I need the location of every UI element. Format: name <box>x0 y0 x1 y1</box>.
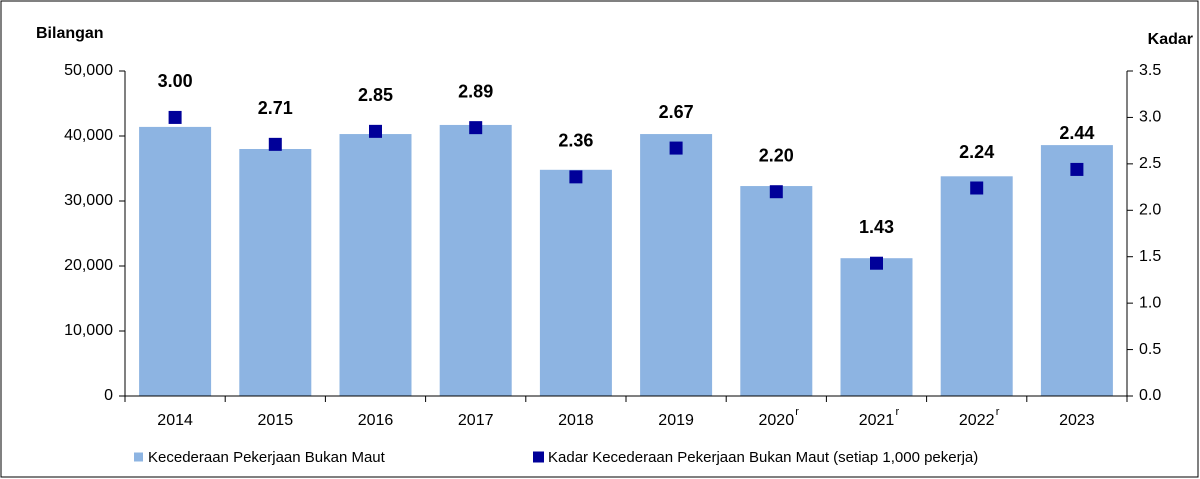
bar <box>239 149 312 396</box>
y2-tick-label: 3.5 <box>1139 62 1161 79</box>
x-tick-label: 2015 <box>258 412 294 429</box>
marker <box>870 256 883 270</box>
bar <box>139 126 212 397</box>
x-tick-label: 2019 <box>658 412 694 429</box>
x-tick-label: 2021 <box>859 412 895 429</box>
data-label: 2.71 <box>258 98 293 118</box>
y2-tick-label: 1.0 <box>1139 294 1161 311</box>
marker <box>168 110 182 124</box>
data-label: 2.24 <box>959 142 994 162</box>
y2-tick-label: 0.0 <box>1139 387 1161 404</box>
bar <box>640 134 713 397</box>
bar <box>439 124 512 396</box>
marker <box>970 181 984 195</box>
data-label: 2.67 <box>659 102 694 122</box>
legend-swatch <box>134 452 143 462</box>
y-tick-label: 40,000 <box>64 127 113 144</box>
bar <box>339 134 412 397</box>
bar <box>740 186 813 396</box>
marker <box>268 137 282 151</box>
x-tick-label: 2023 <box>1059 412 1095 429</box>
x-tick-note: r <box>996 406 1000 418</box>
x-tick-note: r <box>896 406 900 418</box>
y2-tick-label: 1.5 <box>1139 248 1161 265</box>
marker <box>1070 162 1084 176</box>
marker <box>669 141 683 155</box>
marker <box>369 124 382 138</box>
y2-tick-label: 2.5 <box>1139 155 1161 172</box>
y-tick-label: 10,000 <box>64 322 113 339</box>
x-tick-label: 2017 <box>458 412 494 429</box>
data-label: 3.00 <box>158 71 193 91</box>
y2-tick-label: 2.0 <box>1139 202 1161 219</box>
data-label: 2.20 <box>759 145 794 165</box>
y-tick-label: 0 <box>104 387 113 404</box>
data-label: 1.43 <box>859 217 894 237</box>
data-label: 2.44 <box>1059 123 1094 143</box>
x-tick-label: 2014 <box>157 412 193 429</box>
legend-label: Kadar Kecederaan Pekerjaan Bukan Maut (s… <box>548 449 978 466</box>
y-tick-label: 20,000 <box>64 257 113 274</box>
x-tick-label: 2018 <box>558 412 594 429</box>
data-label: 2.36 <box>558 131 593 151</box>
y2-tick-label: 0.5 <box>1139 341 1161 358</box>
y-axis-label: Bilangan <box>36 25 104 42</box>
marker <box>769 185 783 199</box>
data-label: 2.89 <box>458 81 493 101</box>
legend-swatch <box>533 451 544 463</box>
bar <box>940 176 1013 396</box>
x-tick-label: 2020 <box>759 412 795 429</box>
y-tick-label: 50,000 <box>64 62 113 79</box>
marker <box>469 121 483 135</box>
x-tick-note: r <box>795 406 799 418</box>
y-tick-label: 30,000 <box>64 192 113 209</box>
bar <box>539 169 612 396</box>
data-label: 2.85 <box>358 85 393 105</box>
y2-tick-label: 3.0 <box>1139 109 1161 126</box>
legend-label: Kecederaan Pekerjaan Bukan Maut <box>148 449 386 466</box>
bar <box>840 258 913 396</box>
bar <box>1040 145 1113 396</box>
marker <box>569 170 583 184</box>
x-tick-label: 2022 <box>959 412 995 429</box>
y2-axis-label: Kadar <box>1148 31 1193 48</box>
x-tick-label: 2016 <box>358 412 394 429</box>
